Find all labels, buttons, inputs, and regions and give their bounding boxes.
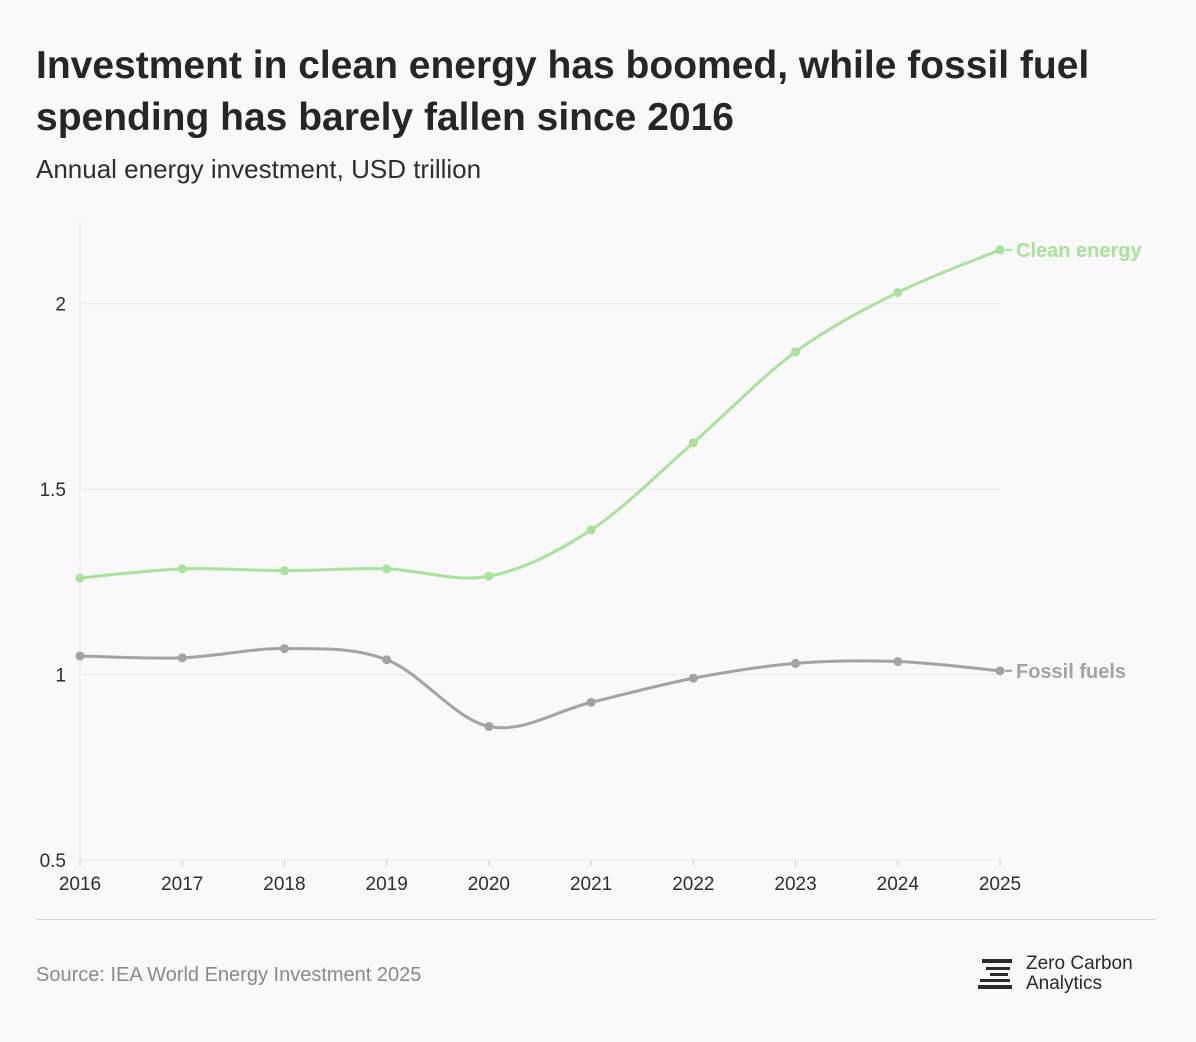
x-tick-label: 2018 [263, 874, 305, 895]
x-tick-label: 2017 [161, 874, 203, 895]
clean-energy-point-2021 [586, 525, 596, 535]
label-layer: Clean energy Fossil fuels [1005, 240, 1142, 683]
fossil-fuels-point-2016 [75, 651, 85, 661]
clean-energy-series-label: Clean energy [1016, 240, 1142, 262]
clean-energy-point-2020 [484, 571, 494, 581]
clean-energy-point-2016 [75, 573, 85, 583]
zero-carbon-analytics-logo-icon [978, 959, 1012, 989]
source-note: Source: IEA World Energy Investment 2025 [36, 964, 422, 986]
fossil-fuels-point-2017 [177, 653, 187, 663]
clean-energy-point-2019 [382, 564, 392, 574]
clean-energy-line [78, 248, 1002, 580]
brand-name-line1: Zero Carbon [1026, 953, 1133, 974]
fossil-fuels-point-2023 [791, 658, 801, 668]
x-tick-label: 2023 [774, 874, 816, 895]
fossil-fuels-point-2025 [995, 666, 1005, 676]
brand-logo: Zero Carbon Analytics [978, 954, 1133, 994]
clean-energy-point-2023 [791, 347, 801, 357]
clean-energy-point-2024 [893, 287, 903, 297]
footer-divider [36, 919, 1156, 920]
y-tick-label: 2 [55, 295, 66, 316]
grid-layer [80, 303, 1000, 861]
clean-energy-point-2018 [279, 566, 289, 576]
y-tick-label: 1.5 [40, 480, 66, 501]
fossil-fuels-point-2021 [586, 697, 596, 707]
fossil-fuels-point-2019 [382, 655, 392, 665]
fossil-fuels-point-2024 [893, 657, 903, 667]
brand-name-line2: Analytics [1026, 973, 1103, 994]
line-chart: 0.5 1 1.5 2 2016 2017 2018 2019 2020 2021 2022 2023… [40, 222, 1142, 895]
clean-energy-point-2025 [995, 245, 1005, 255]
fossil-fuels-point-2022 [688, 673, 698, 683]
fossil-fuels-series-label: Fossil fuels [1016, 661, 1126, 683]
clean-energy-point-2022 [688, 438, 698, 448]
x-tick-label: 2019 [366, 874, 408, 895]
x-tick-label: 2020 [468, 874, 510, 895]
x-tick-label: 2022 [672, 874, 714, 895]
x-tick-label: 2024 [877, 874, 920, 895]
fossil-fuels-point-2018 [279, 644, 289, 654]
chart-subtitle: Annual energy investment, USD trillion [36, 154, 482, 184]
y-tick-label: 0.5 [40, 851, 66, 872]
x-tick-label: 2016 [59, 874, 101, 895]
axis-layer: 0.5 1 1.5 2 2016 2017 2018 2019 2020 2021 2022 2023… [40, 222, 1021, 895]
brand-name: Zero Carbon Analytics [1026, 954, 1133, 994]
clean-energy-point-2017 [177, 564, 187, 574]
fossil-fuels-point-2020 [484, 721, 494, 731]
fossil-fuels-line [78, 647, 1002, 730]
y-tick-label: 1 [55, 666, 66, 687]
chart-title: Investment in clean energy has boomed, w… [36, 44, 1090, 139]
series-layer [75, 245, 1005, 731]
x-tick-label: 2021 [570, 874, 612, 895]
x-tick-label: 2025 [979, 874, 1021, 895]
